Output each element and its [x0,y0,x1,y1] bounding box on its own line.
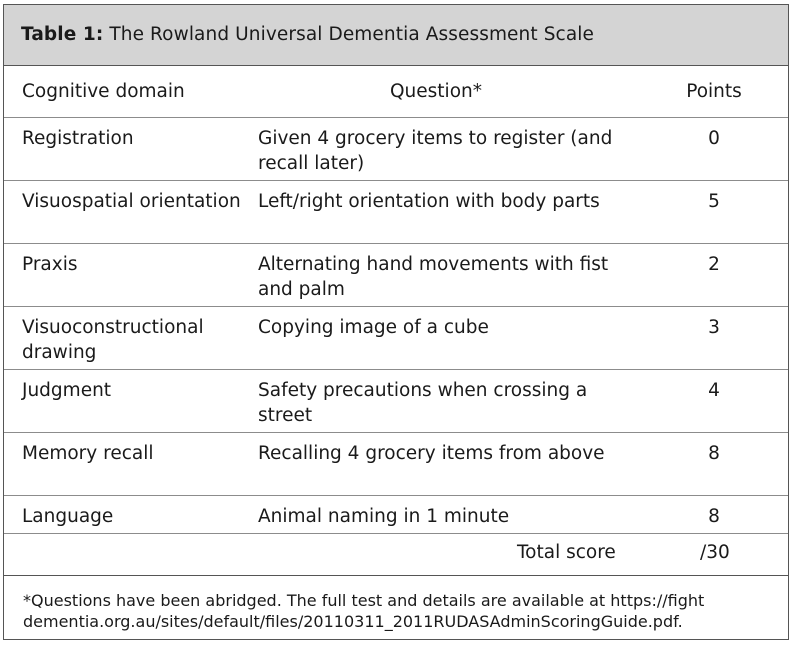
row-domain: Registration [22,128,134,149]
table-title-bar: Table 1: The Rowland Universal Dementia … [4,5,788,66]
row-points: 8 [708,443,720,464]
row-points: 0 [708,128,720,149]
row-domain: Memory recall [22,443,154,464]
table-frame: Table 1: The Rowland Universal Dementia … [3,4,789,640]
table-row: Registration Given 4 grocery items to re… [4,118,788,181]
table-row: Visuospatial orientation Left/right orie… [4,181,788,244]
table-row: Visuoconstructional drawing Copying imag… [4,307,788,370]
row-points: 8 [708,506,720,527]
total-score-value: /30 [700,542,730,563]
table-title-text: The Rowland Universal Dementia Assessmen… [109,24,594,45]
row-domain: Visuospatial orientation [22,191,241,212]
table-footnote: *Questions have been abridged. The full … [23,591,705,631]
table-title-label: Table 1: [21,24,104,45]
header-domain: Cognitive domain [22,81,185,102]
table-row: Judgment Safety precautions when crossin… [4,370,788,433]
row-question: Given 4 grocery items to register (and r… [258,128,613,174]
row-domain: Visuoconstructional drawing [22,317,204,363]
row-points: 5 [708,191,720,212]
total-score-label: Total score [517,542,616,563]
table-total-row: Total score /30 [4,534,788,576]
row-points: 2 [708,254,720,275]
row-points: 4 [708,380,720,401]
table-row: Praxis Alternating hand movements with f… [4,244,788,307]
row-question: Animal naming in 1 minute [258,506,510,527]
row-question: Recalling 4 grocery items from above [258,443,605,464]
table-header-row: Cognitive domain Question* Points [4,66,788,118]
row-domain: Praxis [22,254,78,275]
row-points: 3 [708,317,720,338]
row-domain: Judgment [22,380,112,401]
header-points: Points [686,81,742,102]
row-domain: Language [22,506,114,527]
table-title: Table 1: The Rowland Universal Dementia … [21,24,594,45]
table-row: Memory recall Recalling 4 grocery items … [4,433,788,496]
row-question: Alternating hand movements with fist and… [258,254,609,300]
row-question: Safety precautions when crossing a stree… [258,380,588,426]
row-question: Left/right orientation with body parts [258,191,600,212]
table-row: Language Animal naming in 1 minute 8 [4,496,788,534]
row-question: Copying image of a cube [258,317,489,338]
header-question: Question* [390,81,482,102]
